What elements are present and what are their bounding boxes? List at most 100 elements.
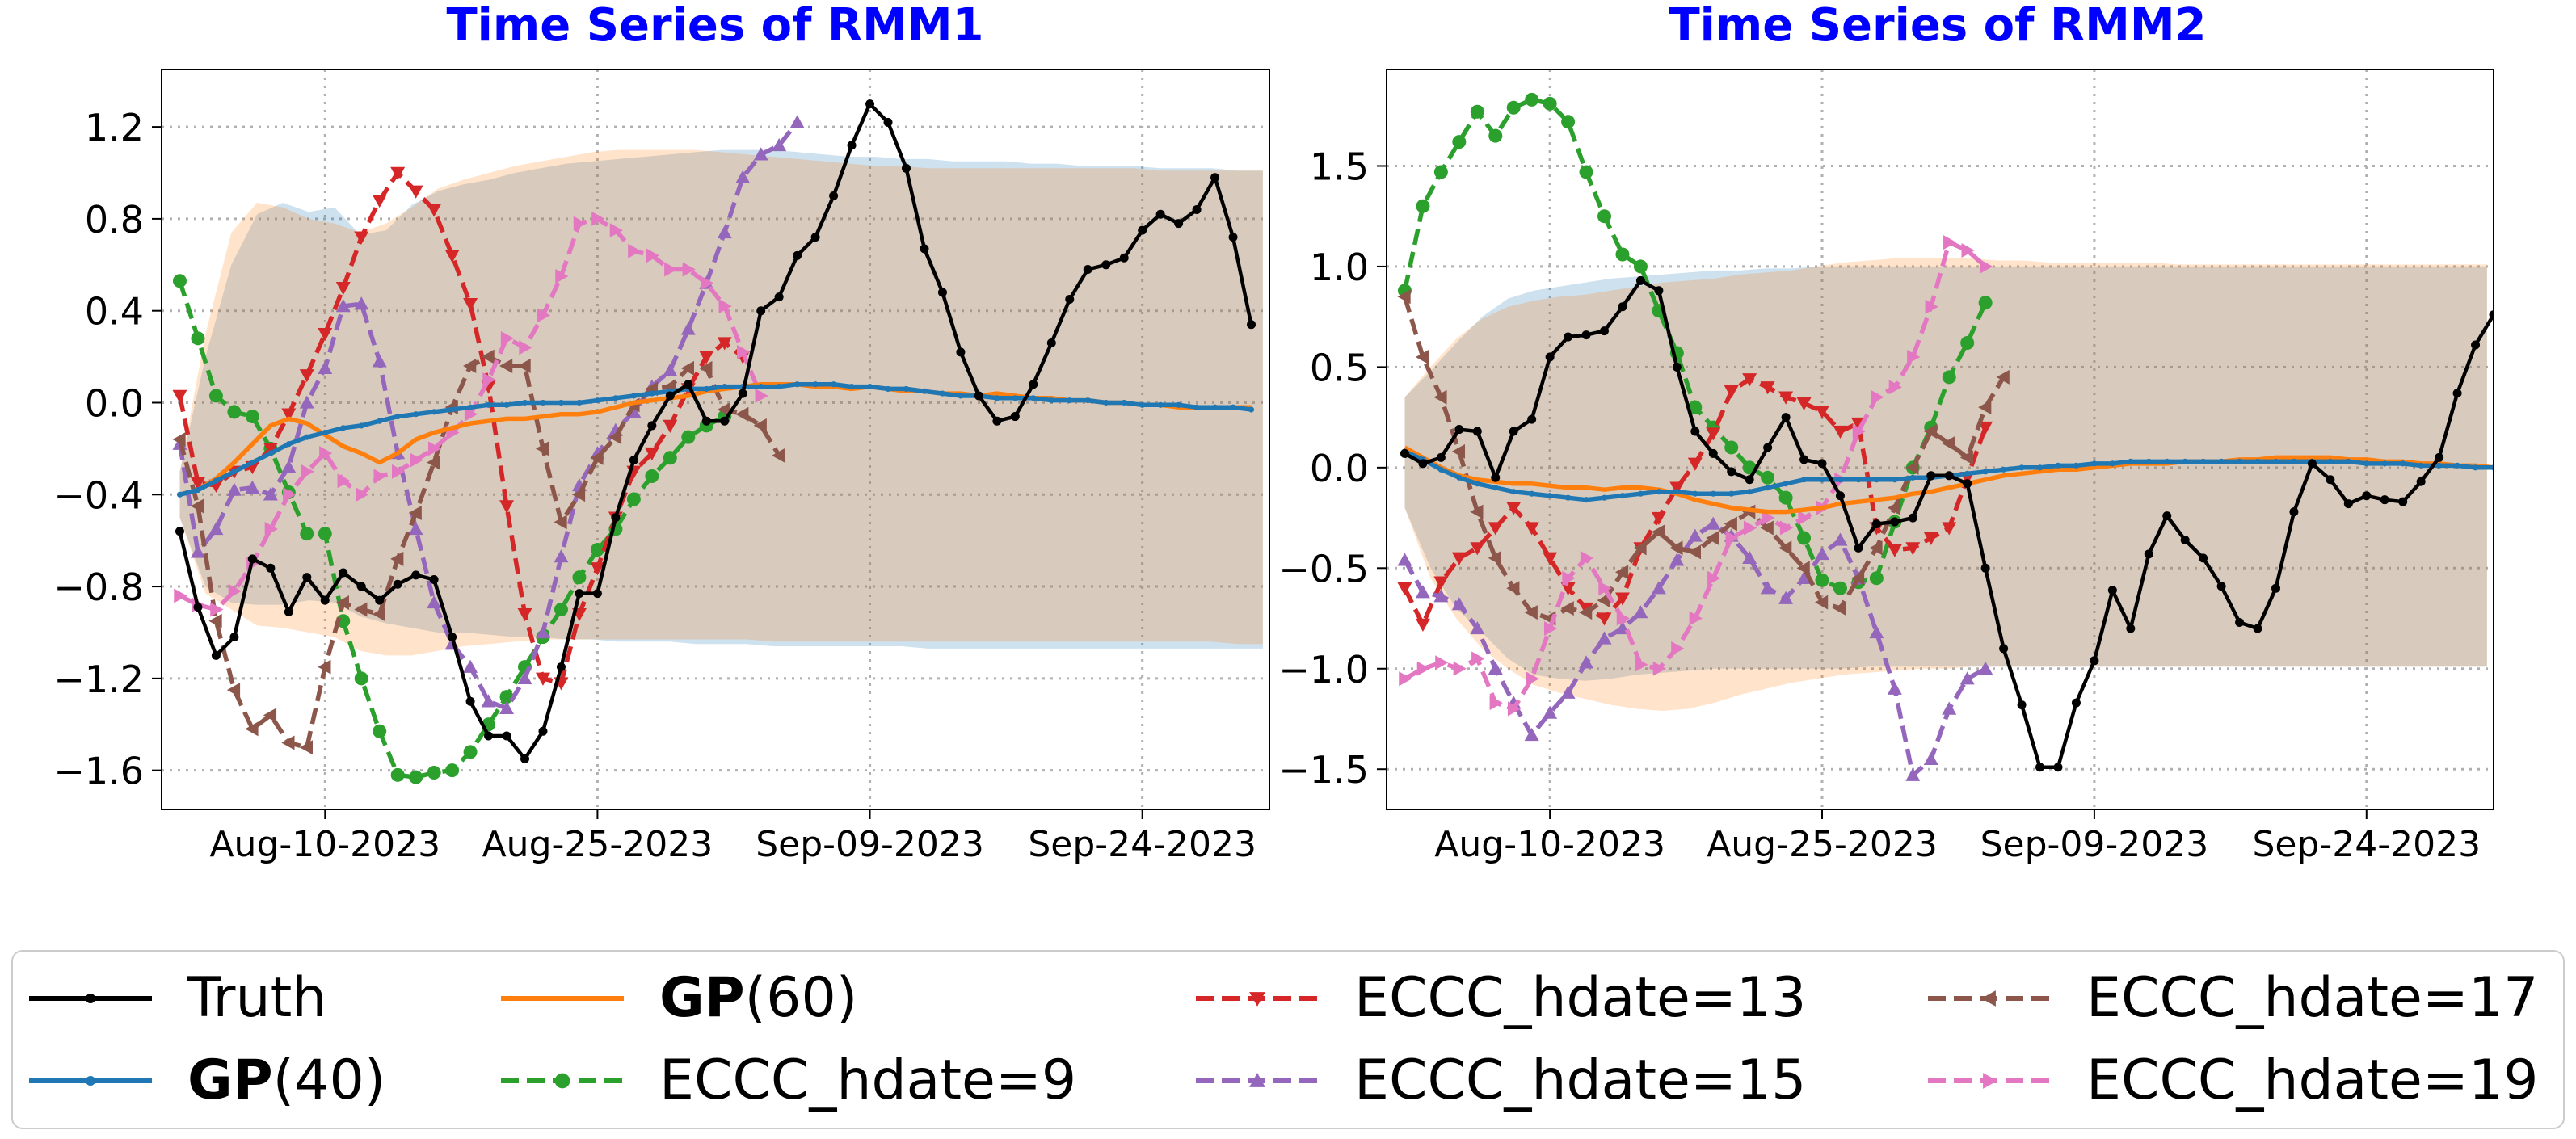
data-point-gp40	[413, 411, 419, 418]
data-point-truth	[865, 99, 875, 109]
data-point-h17	[190, 498, 204, 514]
data-point-h9	[1615, 247, 1630, 262]
data-point-h15	[299, 395, 314, 409]
x-tick-label: Sep-09-2023	[756, 824, 984, 865]
legend-item-truth: Truth	[26, 956, 326, 1040]
data-point-h13	[1978, 421, 1993, 435]
data-point-gp40	[2236, 458, 2243, 464]
data-point-h17	[1724, 516, 1737, 532]
data-point-truth	[1083, 264, 1092, 274]
data-point-gp40	[1012, 395, 1018, 401]
uncertainty-band-band40	[179, 149, 1263, 649]
legend-label-gp40: GP(40)	[187, 1049, 386, 1112]
data-point-h13	[1706, 427, 1721, 441]
data-point-h19	[264, 521, 278, 536]
data-point-gp40	[794, 381, 801, 388]
data-point-truth	[1871, 519, 1881, 529]
data-point-h9	[318, 527, 332, 541]
data-point-gp40	[2472, 464, 2479, 471]
data-point-h13	[1778, 391, 1794, 405]
data-point-gp40	[1547, 493, 1553, 499]
data-point-gp40	[576, 399, 583, 406]
data-point-h17	[1905, 460, 1919, 475]
data-point-truth	[684, 380, 693, 389]
data-point-truth	[1999, 644, 2009, 654]
y-tick-label: 0.4	[85, 290, 144, 334]
data-point-gp40	[1583, 497, 1589, 503]
data-point-h19	[555, 269, 569, 284]
legend-label-h9: ECCC_hdate=9	[659, 1049, 1077, 1112]
data-point-h19	[427, 441, 442, 456]
data-point-truth	[2144, 549, 2153, 559]
data-point-gp40	[2327, 458, 2334, 464]
data-point-truth	[1980, 563, 1990, 573]
data-point-truth	[2216, 582, 2226, 591]
legend-marker	[1983, 1073, 1997, 1089]
data-point-h15	[1415, 585, 1430, 599]
data-point-truth	[2289, 507, 2299, 517]
data-point-h17	[299, 740, 314, 755]
data-point-h13	[1560, 582, 1576, 596]
data-point-gp40	[503, 401, 510, 408]
data-point-h9	[572, 570, 587, 585]
data-point-h19	[1961, 243, 1975, 258]
data-point-gp40	[2254, 458, 2261, 464]
data-point-h13	[372, 194, 387, 208]
data-point-h9	[227, 405, 242, 419]
uncertainty-band-band60	[1404, 258, 2487, 711]
data-point-truth	[356, 582, 366, 591]
data-point-h13	[444, 250, 460, 263]
data-point-h17	[1996, 369, 2010, 385]
series-line-h15	[177, 120, 799, 711]
data-point-h17	[1488, 550, 1501, 565]
data-point-gp40	[649, 390, 655, 397]
y-tick-label: −1.0	[1278, 648, 1369, 691]
data-point-gp40	[2345, 458, 2351, 464]
data-point-h17	[372, 607, 385, 622]
data-point-h19	[1979, 258, 1993, 274]
data-point-h15	[1524, 727, 1539, 742]
data-point-truth	[847, 141, 857, 150]
data-point-h13	[318, 327, 333, 342]
data-point-h17	[699, 360, 713, 376]
y-tick-label: 0.0	[85, 381, 144, 425]
data-point-truth	[339, 568, 348, 578]
data-point-h17	[499, 358, 513, 373]
data-point-truth	[2452, 389, 2462, 398]
data-point-truth	[1690, 427, 1700, 436]
data-point-gp40	[2036, 464, 2044, 471]
data-point-gp40	[2001, 466, 2007, 473]
data-point-gp40	[2128, 458, 2134, 464]
data-point-truth	[1101, 260, 1111, 270]
data-point-gp40	[2200, 458, 2207, 464]
x-tick-label: Sep-24-2023	[2252, 824, 2481, 865]
data-point-h19	[1526, 671, 1539, 687]
data-point-truth	[2343, 499, 2353, 509]
data-point-h19	[646, 248, 659, 263]
data-point-truth	[1527, 414, 1537, 424]
data-point-truth	[2307, 459, 2317, 469]
data-point-h19	[628, 243, 642, 258]
data-point-truth	[1491, 473, 1501, 482]
plot-frame	[161, 69, 1270, 810]
data-point-h19	[1435, 655, 1449, 670]
y-tick-label: 0.8	[85, 198, 144, 242]
legend-swatch-gp60	[501, 996, 624, 1001]
data-point-h19	[1399, 671, 1412, 687]
data-point-h13	[1687, 457, 1703, 471]
data-point-h17	[735, 406, 749, 422]
data-point-h9	[336, 614, 351, 628]
legend-marker	[85, 993, 96, 1004]
data-point-h15	[1433, 589, 1449, 603]
data-point-h13	[1669, 481, 1685, 495]
data-point-h17	[1506, 581, 1520, 596]
data-point-gp40	[594, 397, 600, 404]
data-point-truth	[1672, 362, 1682, 372]
data-point-h15	[1815, 546, 1830, 561]
data-point-h19	[174, 588, 187, 603]
data-point-h17	[1433, 389, 1447, 405]
data-point-h19	[1616, 611, 1630, 626]
y-tick-label: −0.4	[53, 473, 144, 517]
data-point-h13	[717, 337, 732, 351]
